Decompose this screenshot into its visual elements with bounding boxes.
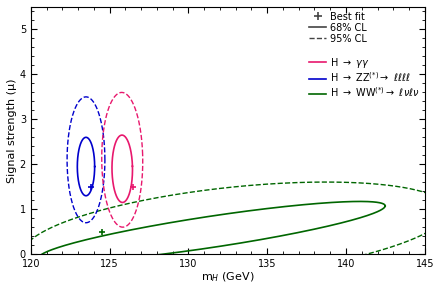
Y-axis label: Signal strength (μ): Signal strength (μ) <box>7 78 17 183</box>
X-axis label: m$_{H}$ (GeV): m$_{H}$ (GeV) <box>201 270 254 284</box>
Legend: Best fit, 68% CL, 95% CL, , H $\rightarrow$ $\gamma\gamma$, H $\rightarrow$ ZZ$^: Best fit, 68% CL, 95% CL, , H $\rightarr… <box>307 10 422 101</box>
